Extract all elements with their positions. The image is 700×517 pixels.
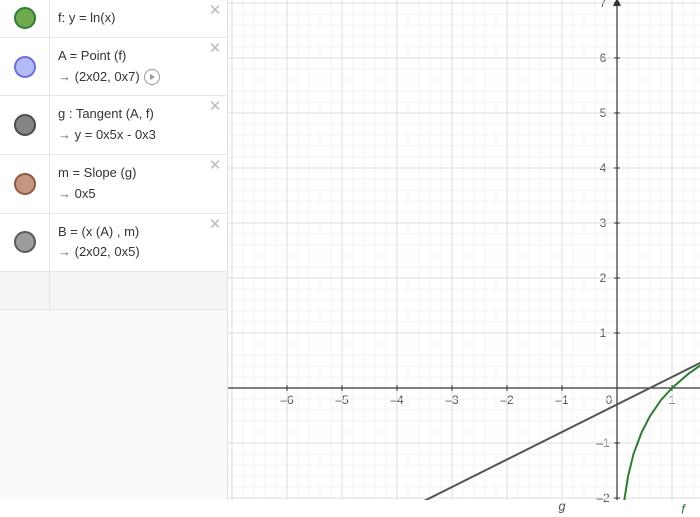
value-line: (2x02, 0x5) <box>58 242 205 263</box>
definition-line: m = Slope (g) <box>58 163 205 184</box>
definition-cell[interactable]: A = Point (f)(2x02, 0x7)✕ <box>50 38 227 96</box>
definition-cell[interactable]: B = (x (A) , m)(2x02, 0x5)✕ <box>50 214 227 272</box>
curve-label: f <box>681 502 685 517</box>
close-icon[interactable]: ✕ <box>207 42 223 58</box>
algebra-item[interactable]: B = (x (A) , m)(2x02, 0x5)✕ <box>0 214 227 273</box>
empty-row[interactable] <box>0 272 227 310</box>
value-line: (2x02, 0x7) <box>58 67 205 88</box>
visibility-swatch[interactable] <box>0 214 50 272</box>
play-animation-icon[interactable] <box>144 69 160 85</box>
visibility-swatch[interactable] <box>0 38 50 96</box>
definition-cell[interactable]: m = Slope (g)0x5✕ <box>50 155 227 213</box>
algebra-item[interactable]: g : Tangent (A, f)y = 0x5x - 0x3✕ <box>0 96 227 155</box>
curve-label: g <box>558 499 565 514</box>
definition-line: f: y = ln(x) <box>58 8 205 29</box>
close-icon[interactable]: ✕ <box>207 218 223 234</box>
visibility-swatch[interactable] <box>0 96 50 154</box>
algebra-item[interactable]: m = Slope (g)0x5✕ <box>0 155 227 214</box>
close-icon[interactable]: ✕ <box>207 159 223 175</box>
graph-view[interactable]: –6–5–4–3–2–1012–2–11234567fgAB <box>228 0 700 500</box>
algebra-item[interactable]: f: y = ln(x)✕ <box>0 0 227 38</box>
definition-cell[interactable]: f: y = ln(x)✕ <box>50 0 227 37</box>
definition-cell[interactable]: g : Tangent (A, f)y = 0x5x - 0x3✕ <box>50 96 227 154</box>
close-icon[interactable]: ✕ <box>207 100 223 116</box>
algebra-item[interactable]: A = Point (f)(2x02, 0x7)✕ <box>0 38 227 97</box>
graph-canvas[interactable] <box>228 0 700 500</box>
visibility-swatch[interactable] <box>0 155 50 213</box>
definition-line: B = (x (A) , m) <box>58 222 205 243</box>
value-line: 0x5 <box>58 184 205 205</box>
visibility-swatch[interactable] <box>0 0 50 37</box>
curve-f_ln[interactable] <box>618 350 700 501</box>
definition-line: g : Tangent (A, f) <box>58 104 205 125</box>
close-icon[interactable]: ✕ <box>207 4 223 20</box>
definition-line: A = Point (f) <box>58 46 205 67</box>
value-line: y = 0x5x - 0x3 <box>58 125 205 146</box>
algebra-sidebar: f: y = ln(x)✕A = Point (f)(2x02, 0x7)✕g … <box>0 0 228 500</box>
